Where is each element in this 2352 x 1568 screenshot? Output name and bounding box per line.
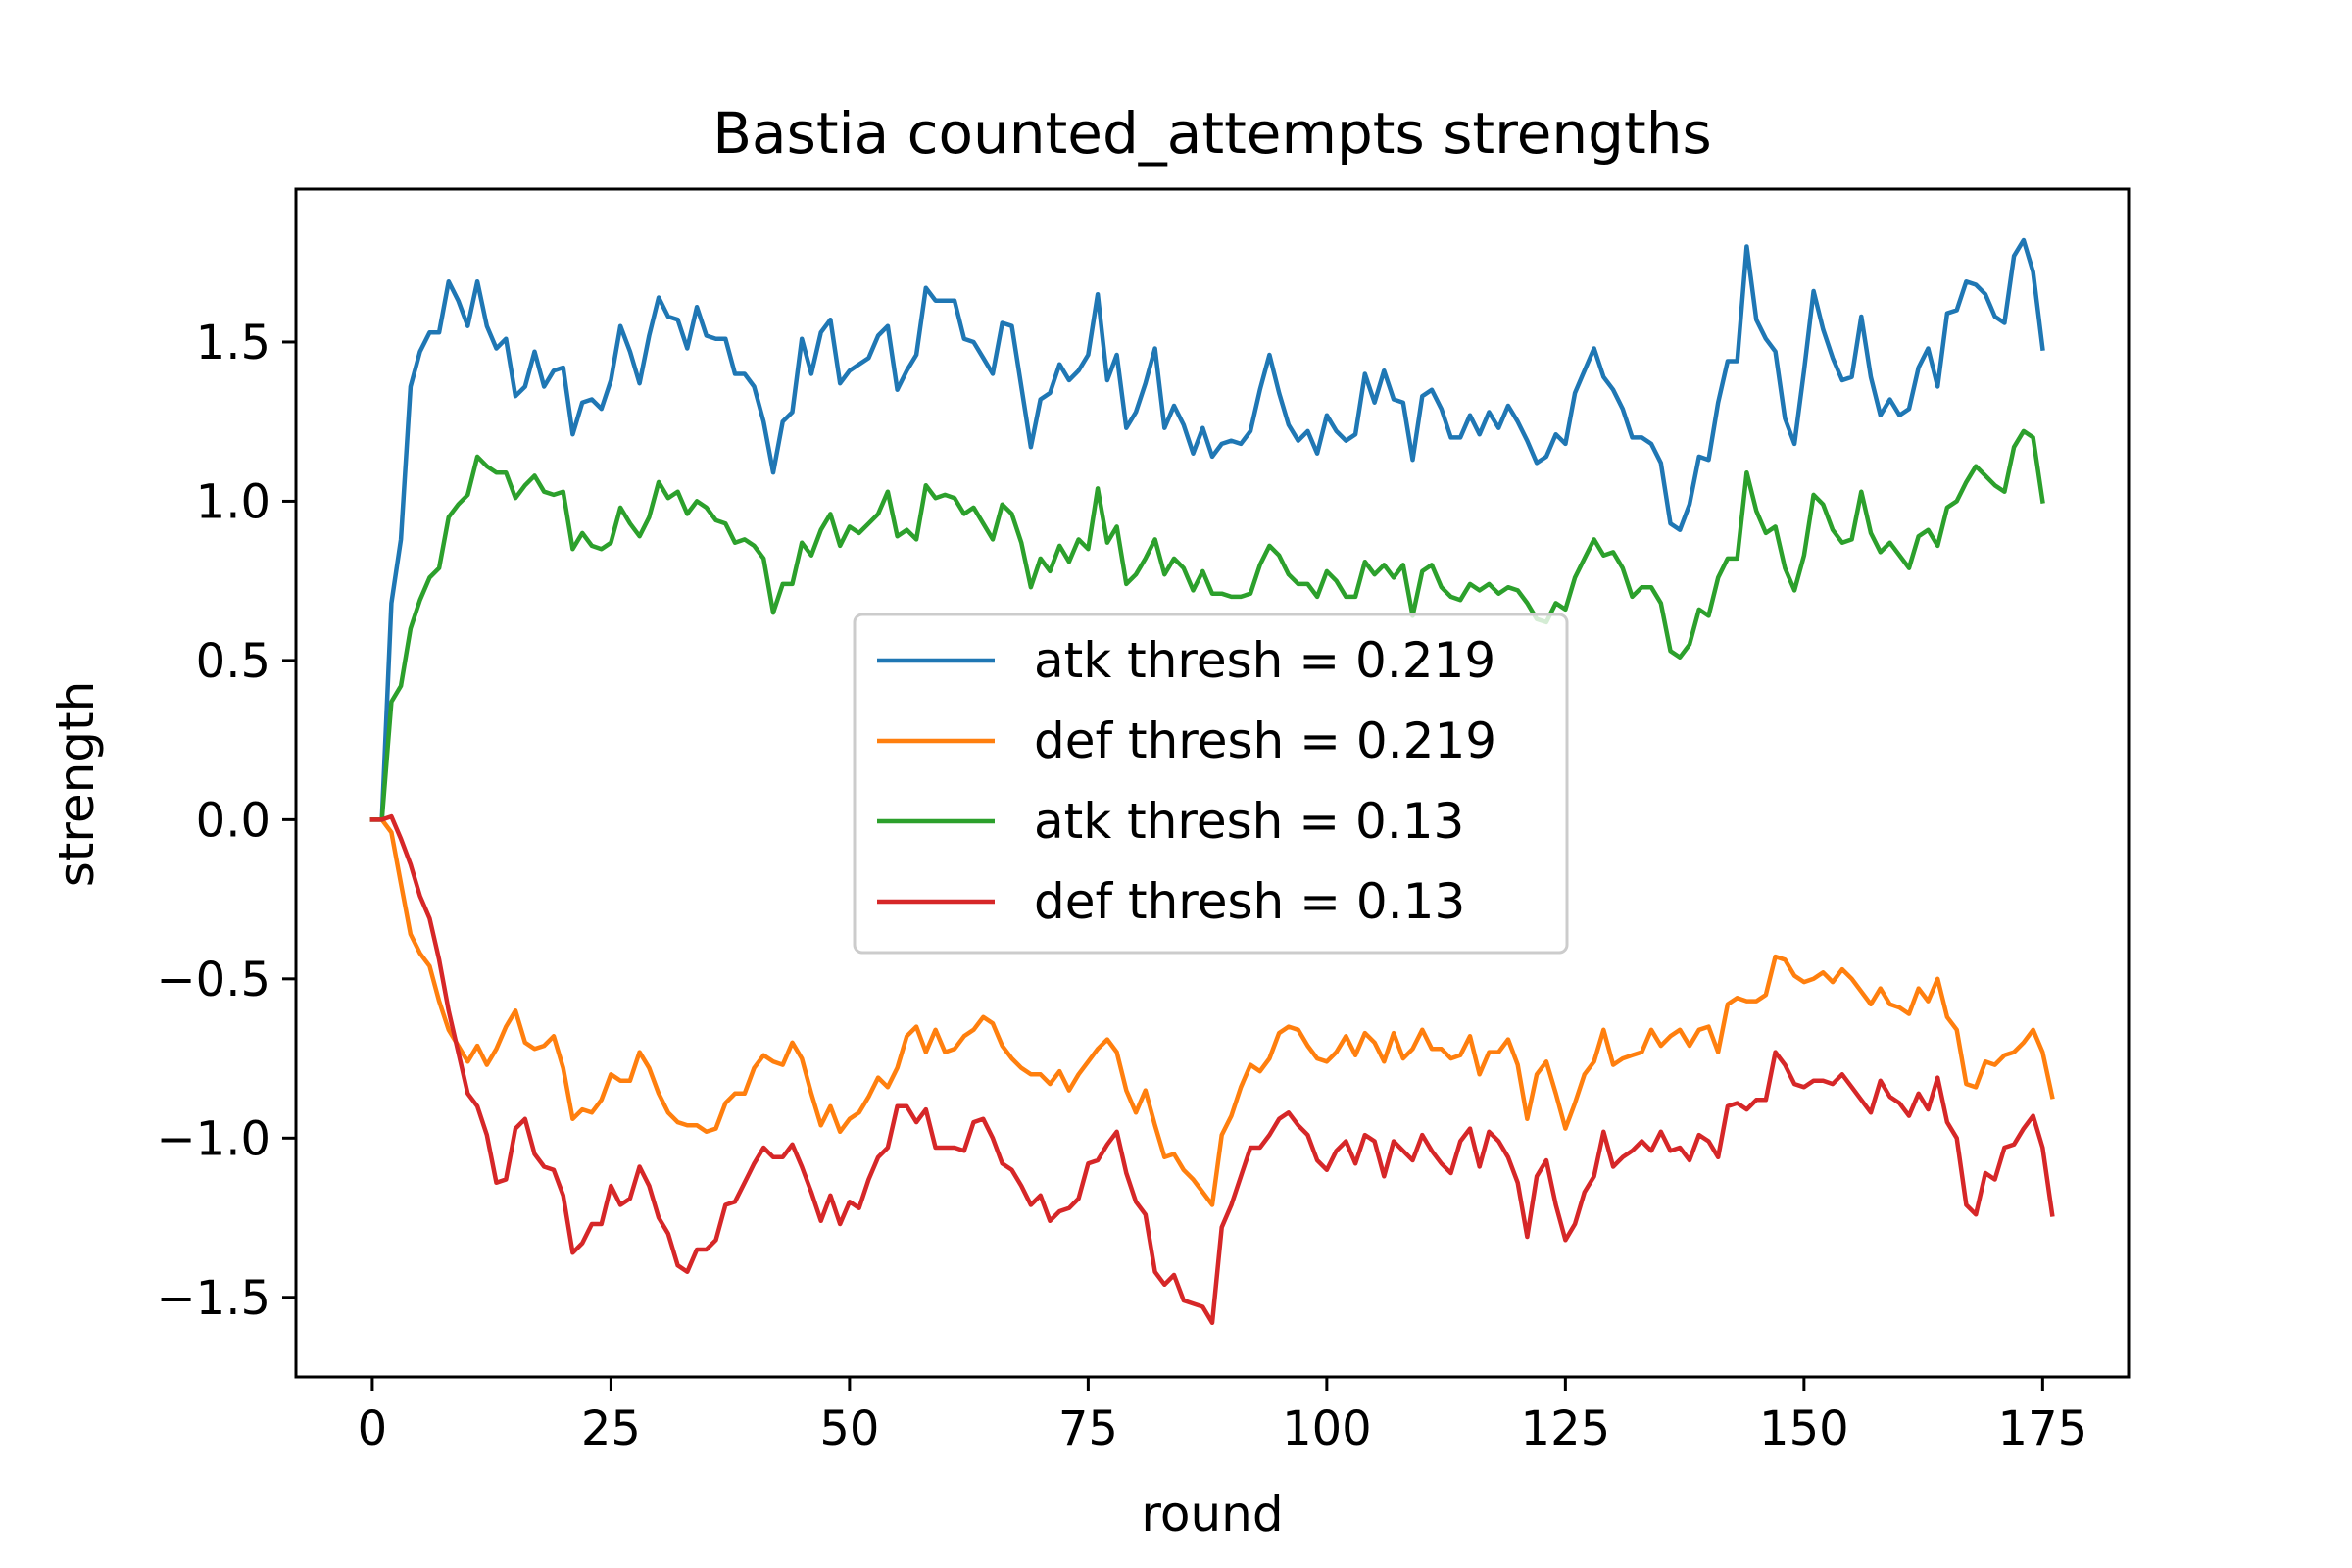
legend-frame: [853, 612, 1569, 955]
legend-label: atk thresh = 0.219: [1034, 632, 1495, 689]
series-line-3: [369, 428, 2045, 822]
x-tick-label: 100: [1282, 1401, 1372, 1456]
y-tick-label: 0.0: [196, 793, 270, 848]
x-tick-label: 50: [819, 1401, 879, 1456]
plot-area-frame: [294, 187, 2131, 1379]
chart-title: Bastia counted_attempts strengths: [712, 100, 1711, 167]
y-tick-label: −1.0: [156, 1111, 270, 1166]
x-tick-label: 125: [1521, 1401, 1611, 1456]
legend: atk thresh = 0.219 def thresh = 0.219 atk …: [853, 612, 1569, 955]
series-line-2: [369, 817, 2055, 1207]
x-tick-label: 0: [358, 1401, 388, 1456]
x-tick-label: 75: [1058, 1401, 1118, 1456]
x-axis-ticks: 0 25 50 75 100 125 150 175: [358, 1377, 2088, 1456]
x-tick-label: 25: [581, 1401, 641, 1456]
legend-label: def thresh = 0.219: [1034, 712, 1496, 769]
y-tick-label: −0.5: [156, 953, 270, 1007]
series-line-4: [369, 813, 2055, 1326]
series-line-1: [369, 237, 2045, 822]
y-axis-ticks: −1.5 −1.0 −0.5 0.0 0.5 1.0 1.5: [156, 316, 296, 1326]
y-axis-label: strength: [48, 681, 105, 888]
legend-label: def thresh = 0.13: [1034, 873, 1465, 930]
y-tick-label: −1.5: [156, 1271, 270, 1326]
x-tick-label: 175: [1998, 1401, 2088, 1456]
y-tick-label: 1.0: [196, 474, 270, 529]
y-tick-label: 0.5: [196, 634, 270, 689]
x-axis-label: round: [1141, 1486, 1283, 1543]
series-layer: [369, 237, 2055, 1326]
x-tick-label: 150: [1759, 1401, 1849, 1456]
legend-label: atk thresh = 0.13: [1034, 793, 1464, 850]
y-tick-label: 1.5: [196, 316, 270, 370]
